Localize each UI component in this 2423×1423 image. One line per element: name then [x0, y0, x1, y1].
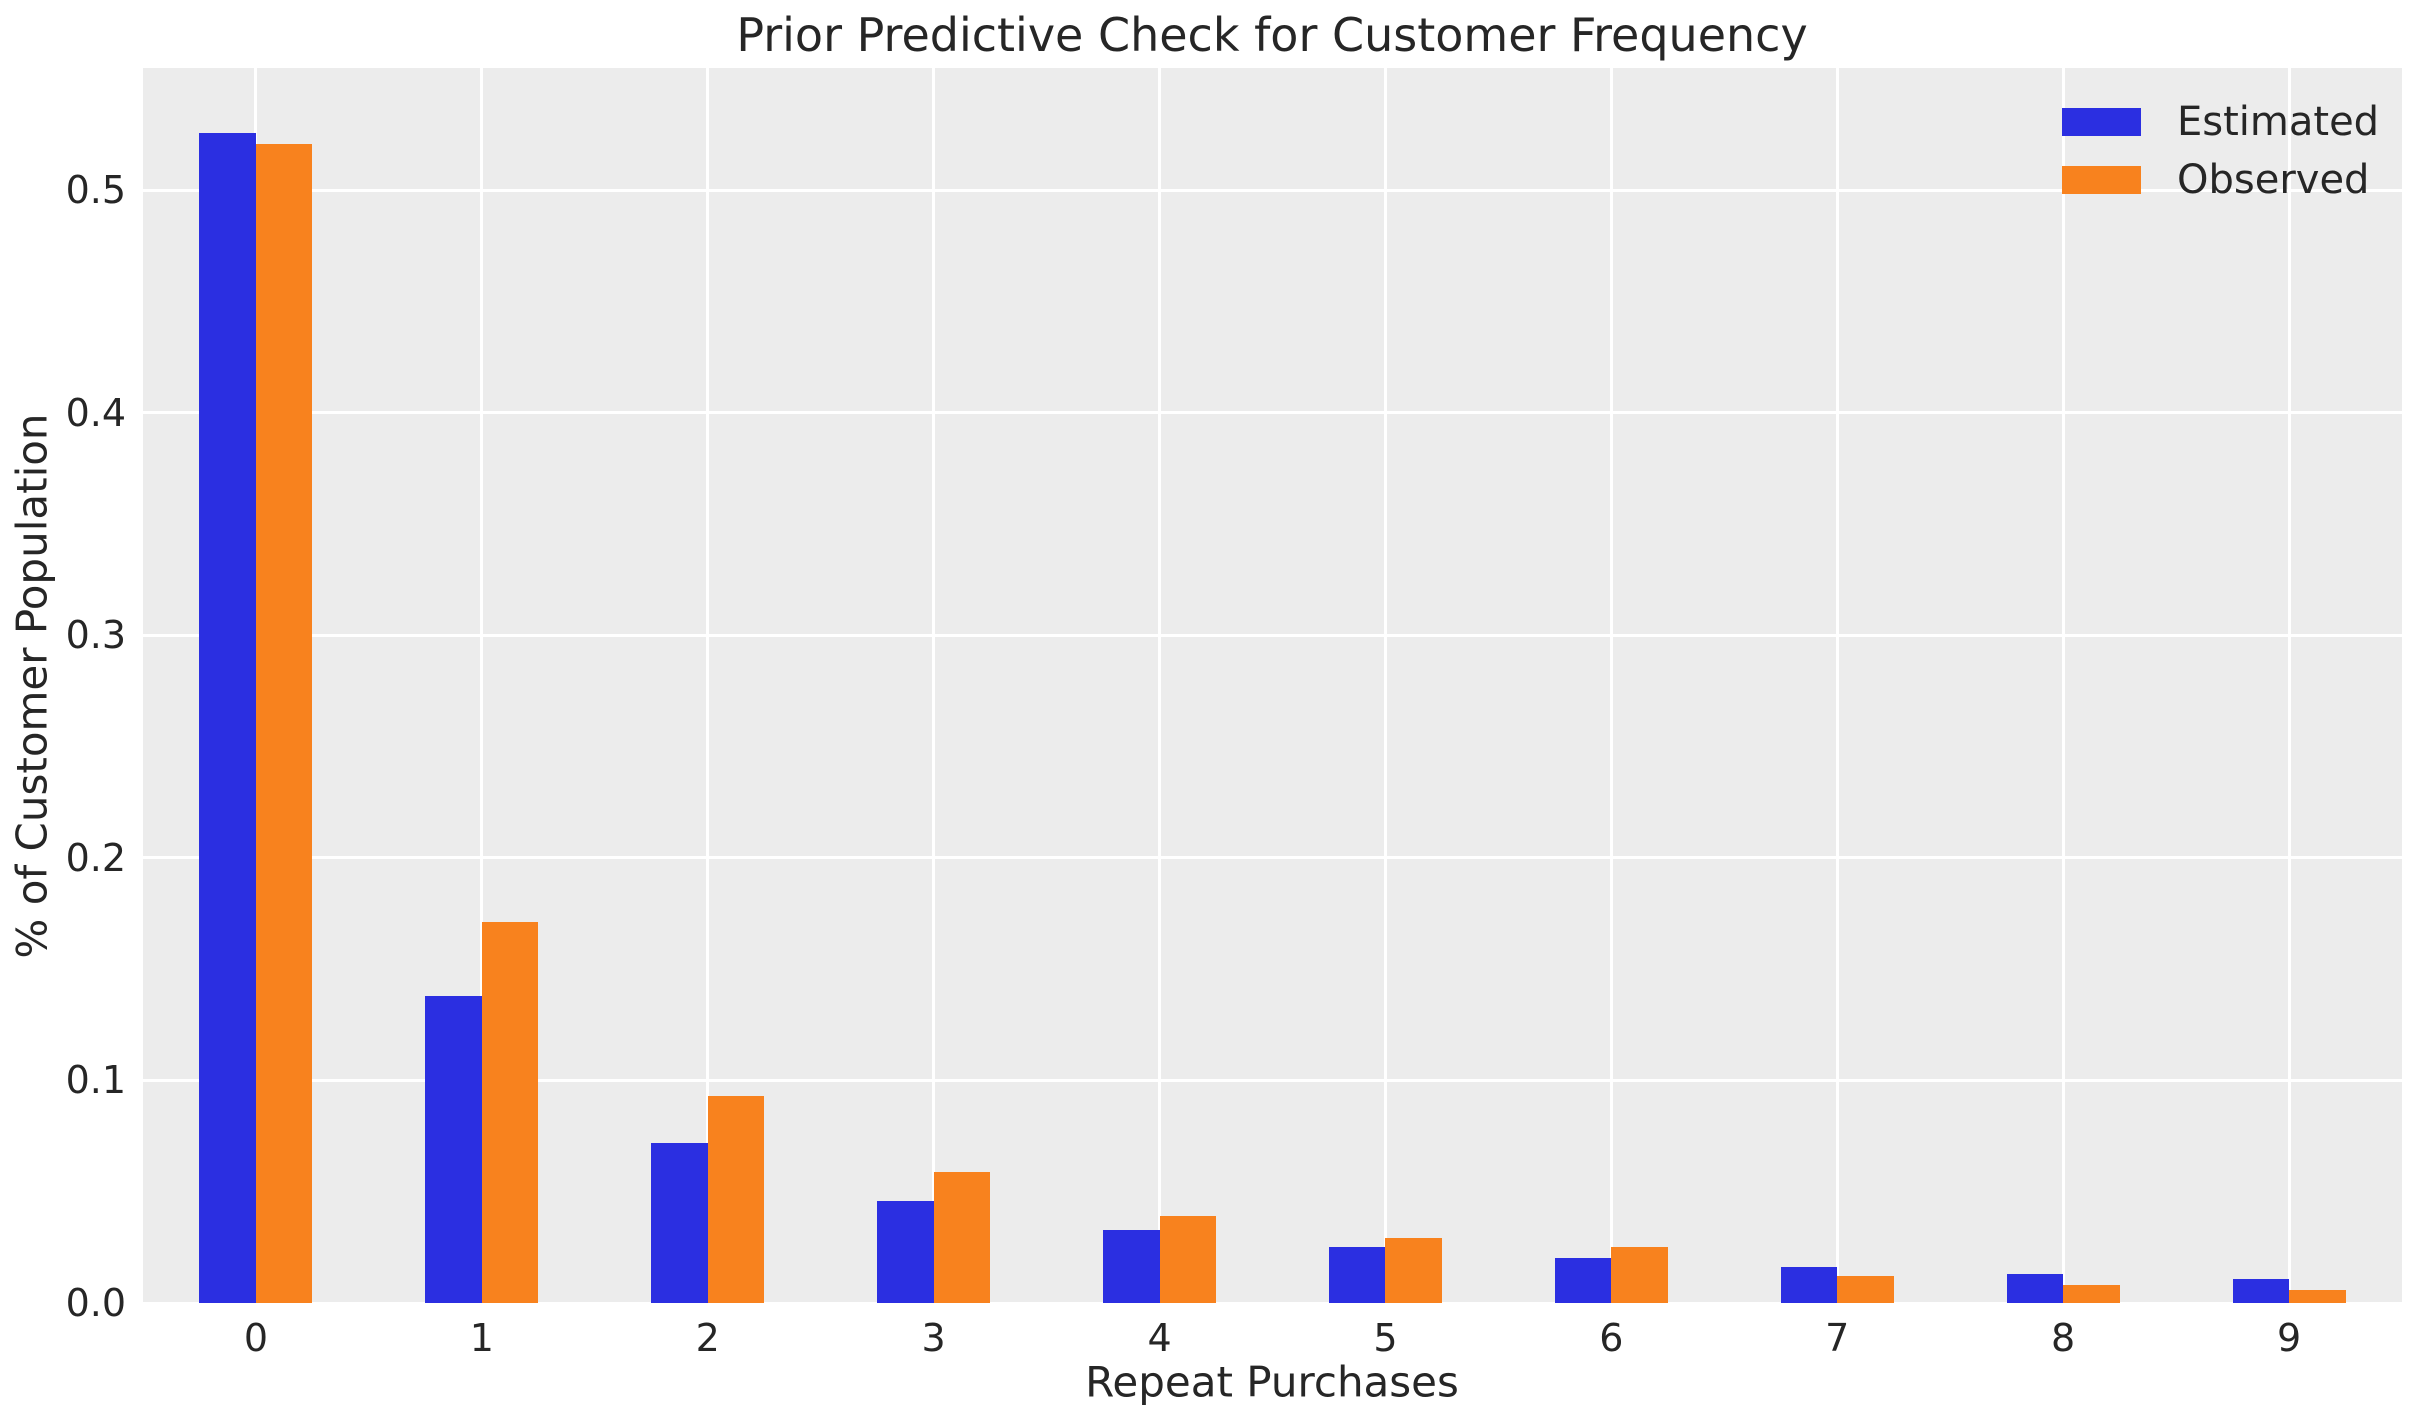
bar-observed-9	[2289, 1289, 2346, 1303]
bar-estimated-8	[2006, 1274, 2064, 1303]
x-axis-label: Repeat Purchases	[1085, 1357, 1459, 1407]
bar-observed-5	[1385, 1238, 1442, 1303]
bar-observed-1	[481, 922, 539, 1303]
bar-estimated-2	[651, 1142, 708, 1303]
legend-label-estimated: Estimated	[2177, 99, 2380, 145]
y-tick-label-0.4: 0.4	[65, 390, 126, 435]
bar-observed-3	[933, 1171, 991, 1303]
gridline-x-2	[706, 68, 710, 1303]
legend-label-observed: Observed	[2177, 157, 2370, 203]
bar-estimated-4	[1103, 1229, 1160, 1303]
gridline-x-5	[1383, 68, 1387, 1303]
bar-observed-4	[1159, 1216, 1217, 1303]
y-tick-label-0.0: 0.0	[65, 1281, 126, 1325]
bar-estimated-6	[1554, 1258, 1612, 1303]
x-tick-label-7: 7	[1825, 1316, 1850, 1360]
plot-area	[143, 68, 2402, 1305]
x-tick-label-8: 8	[2051, 1316, 2076, 1360]
y-tick-label-0.1: 0.1	[65, 1058, 126, 1103]
x-tick-label-6: 6	[1599, 1316, 1624, 1360]
bar-observed-7	[1837, 1276, 1894, 1303]
bar-estimated-7	[1780, 1267, 1838, 1303]
gridline-x-4	[1158, 68, 1162, 1303]
gridline-x-7	[1835, 68, 1839, 1303]
bar-estimated-3	[877, 1200, 934, 1303]
gridline-y-0.3	[143, 633, 2402, 637]
legend-swatch-estimated	[2062, 108, 2141, 136]
gridline-y-0.4	[143, 411, 2402, 415]
gridline-x-9	[2287, 68, 2291, 1303]
y-tick-label-0.2: 0.2	[65, 835, 126, 880]
gridline-x-3	[932, 68, 936, 1303]
bar-observed-0	[255, 143, 313, 1303]
bar-estimated-1	[425, 995, 482, 1303]
x-tick-label-4: 4	[1147, 1316, 1172, 1360]
bar-estimated-0	[199, 132, 256, 1303]
legend-swatch-observed	[2062, 166, 2141, 194]
x-tick-label-0: 0	[243, 1316, 269, 1360]
gridline-y-0.0	[143, 1301, 2402, 1305]
y-tick-label-0.5: 0.5	[65, 168, 126, 213]
bar-observed-8	[2063, 1285, 2120, 1303]
bar-estimated-9	[2232, 1278, 2290, 1303]
chart-title: Prior Predictive Check for Customer Freq…	[736, 8, 1808, 62]
gridline-y-0.5	[143, 188, 2402, 192]
bar-estimated-5	[1328, 1247, 1386, 1303]
gridline-x-1	[480, 68, 484, 1303]
gridline-x-8	[2061, 68, 2065, 1303]
x-tick-label-2: 2	[695, 1316, 720, 1360]
gridline-y-0.2	[143, 856, 2402, 860]
bar-observed-6	[1611, 1247, 1668, 1303]
gridline-y-0.1	[143, 1078, 2402, 1082]
x-tick-label-5: 5	[1373, 1316, 1398, 1360]
x-tick-label-3: 3	[921, 1316, 946, 1360]
x-tick-label-9: 9	[2276, 1316, 2302, 1360]
gridline-x-6	[1609, 68, 1613, 1303]
bar-observed-2	[707, 1096, 765, 1303]
y-tick-label-0.3: 0.3	[65, 613, 126, 658]
x-tick-label-1: 1	[469, 1316, 494, 1360]
